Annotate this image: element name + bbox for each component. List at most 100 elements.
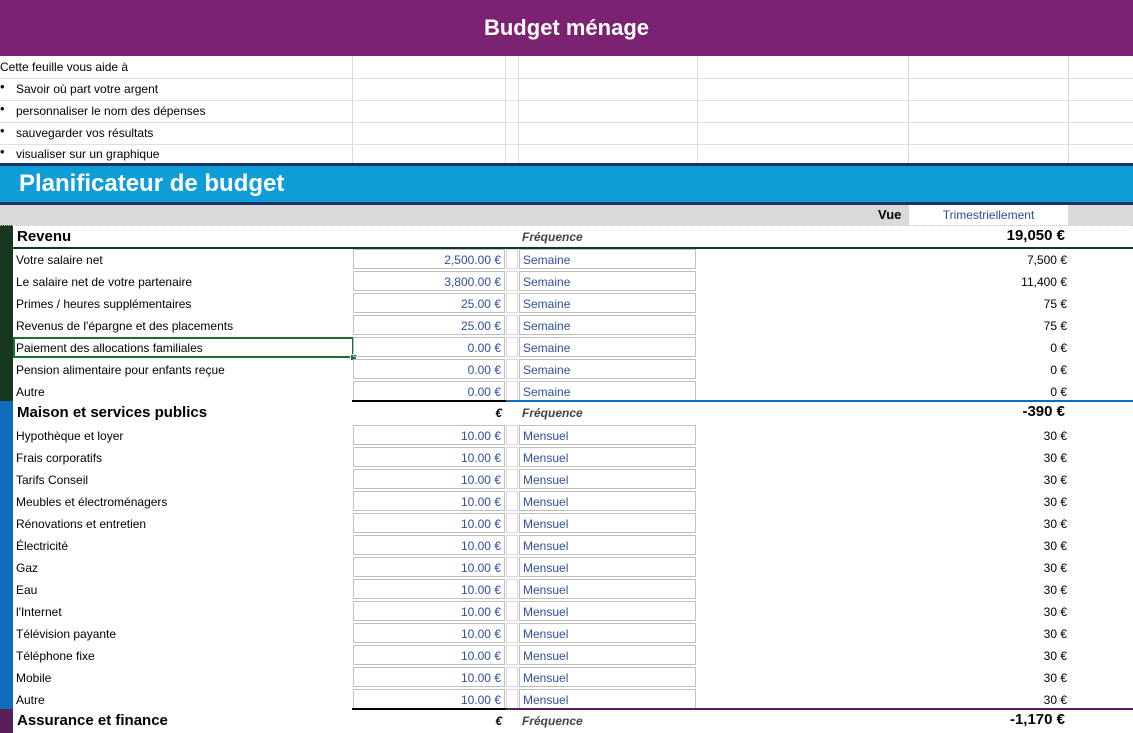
- row-label[interactable]: Télévision payante: [16, 627, 117, 641]
- spacer-cell: [506, 469, 518, 489]
- amount-input[interactable]: 2,500.00 €: [353, 249, 505, 269]
- spacer-cell: [506, 623, 518, 643]
- amount-input[interactable]: 10.00 €: [353, 645, 505, 665]
- bullet-glyph: •: [0, 123, 5, 138]
- row-result: 0 €: [1050, 363, 1067, 377]
- row-label[interactable]: Autre: [16, 693, 45, 707]
- row-label[interactable]: Meubles et électroménagers: [16, 495, 168, 509]
- view-period-select[interactable]: Trimestriellement: [909, 205, 1068, 225]
- section-header-revenu: Revenu Fréquence 19,050 €: [0, 225, 1133, 248]
- row-label[interactable]: Électricité: [16, 539, 69, 553]
- row-label[interactable]: Téléphone fixe: [16, 649, 95, 663]
- row-label[interactable]: Eau: [16, 583, 38, 597]
- frequency-select[interactable]: Mensuel: [519, 557, 696, 577]
- spacer-cell: [506, 601, 518, 621]
- frequency-select[interactable]: Semaine: [519, 337, 696, 357]
- spacer-cell: [506, 535, 518, 555]
- intro-bullet-row[interactable]: • visualiser sur un graphique: [0, 143, 1133, 163]
- row-label[interactable]: Primes / heures supplémentaires: [16, 297, 192, 311]
- amount-input[interactable]: 10.00 €: [353, 425, 505, 445]
- income-row: Paiement des allocations familiales 0.00…: [0, 337, 1133, 361]
- spacer-cell: [506, 293, 518, 313]
- house-stripe: [0, 401, 13, 709]
- section-divider: [0, 163, 1133, 166]
- frequency-select[interactable]: Mensuel: [519, 447, 696, 467]
- expense-row: Gaz 10.00 € Mensuel 30 €: [0, 557, 1133, 579]
- frequency-select[interactable]: Semaine: [519, 249, 696, 269]
- frequency-select[interactable]: Mensuel: [519, 623, 696, 643]
- row-label[interactable]: l'Internet: [16, 605, 62, 619]
- amount-input[interactable]: 10.00 €: [353, 557, 505, 577]
- intro-bullet-row[interactable]: • sauvegarder vos résultats: [0, 122, 1133, 145]
- intro-heading-row[interactable]: Cette feuille vous aide à: [0, 56, 1133, 79]
- row-label[interactable]: Mobile: [16, 671, 52, 685]
- row-label[interactable]: Le salaire net de votre partenaire: [16, 275, 193, 289]
- bullet-glyph: •: [0, 101, 5, 116]
- frequency-select[interactable]: Semaine: [519, 271, 696, 291]
- gridline: [697, 56, 698, 164]
- frequency-select[interactable]: Semaine: [519, 315, 696, 335]
- insurance-stripe: [0, 709, 13, 733]
- expense-row: Frais corporatifs 10.00 € Mensuel 30 €: [0, 447, 1133, 469]
- section-total: -1,170 €: [1009, 711, 1065, 728]
- spacer-cell: [506, 513, 518, 533]
- row-label[interactable]: Revenus de l'épargne et des placements: [16, 319, 234, 333]
- row-result: 30 €: [1043, 561, 1067, 575]
- frequency-select[interactable]: Semaine: [519, 359, 696, 379]
- amount-input[interactable]: 10.00 €: [353, 601, 505, 621]
- frequency-select[interactable]: Mensuel: [519, 491, 696, 511]
- intro-bullet-row[interactable]: • personnaliser le nom des dépenses: [0, 100, 1133, 123]
- expense-row: Meubles et électroménagers 10.00 € Mensu…: [0, 491, 1133, 513]
- frequency-select[interactable]: Mensuel: [519, 689, 696, 709]
- amount-input[interactable]: 25.00 €: [353, 315, 505, 335]
- frequency-select[interactable]: Semaine: [519, 381, 696, 401]
- spacer-cell: [506, 667, 518, 687]
- frequency-select[interactable]: Mensuel: [519, 513, 696, 533]
- intro-heading: Cette feuille vous aide à: [0, 60, 129, 74]
- amount-input[interactable]: 10.00 €: [353, 623, 505, 643]
- amount-input[interactable]: 10.00 €: [353, 469, 505, 489]
- amount-input[interactable]: 10.00 €: [353, 513, 505, 533]
- frequency-select[interactable]: Mensuel: [519, 645, 696, 665]
- row-label[interactable]: Frais corporatifs: [16, 451, 103, 465]
- amount-input[interactable]: 10.00 €: [353, 491, 505, 511]
- section-title: Maison et services publics: [17, 404, 208, 421]
- amount-input[interactable]: 10.00 €: [353, 689, 505, 709]
- row-label[interactable]: Rénovations et entretien: [16, 517, 147, 531]
- amount-input[interactable]: 10.00 €: [353, 667, 505, 687]
- frequency-select[interactable]: Mensuel: [519, 535, 696, 555]
- section-topline-amount: [352, 708, 506, 710]
- row-label[interactable]: Autre: [16, 385, 45, 399]
- frequency-select[interactable]: Semaine: [519, 293, 696, 313]
- row-label[interactable]: Hypothèque et loyer: [16, 429, 124, 443]
- amount-input[interactable]: 10.00 €: [353, 535, 505, 555]
- frequency-select[interactable]: Mensuel: [519, 469, 696, 489]
- frequency-select[interactable]: Mensuel: [519, 601, 696, 621]
- row-result: 30 €: [1043, 693, 1067, 707]
- amount-input[interactable]: 10.00 €: [353, 447, 505, 467]
- row-result: 30 €: [1043, 517, 1067, 531]
- income-row: Primes / heures supplémentaires 25.00 € …: [0, 293, 1133, 315]
- amount-input[interactable]: 10.00 €: [353, 579, 505, 599]
- bullet-glyph: •: [0, 144, 5, 159]
- frequency-select[interactable]: Mensuel: [519, 667, 696, 687]
- row-result: 30 €: [1043, 429, 1067, 443]
- spacer-cell: [506, 579, 518, 599]
- row-label[interactable]: Gaz: [16, 561, 39, 575]
- amount-input[interactable]: 3,800.00 €: [353, 271, 505, 291]
- row-label[interactable]: Tarifs Conseil: [16, 473, 89, 487]
- amount-input[interactable]: 0.00 €: [353, 337, 505, 357]
- section-underline: [0, 247, 1133, 249]
- row-result: 11,400 €: [1021, 275, 1067, 289]
- row-result: 30 €: [1043, 451, 1067, 465]
- amount-input[interactable]: 25.00 €: [353, 293, 505, 313]
- frequency-select[interactable]: Mensuel: [519, 579, 696, 599]
- intro-bullet-row[interactable]: • Savoir où part votre argent: [0, 78, 1133, 101]
- frequency-select[interactable]: Mensuel: [519, 425, 696, 445]
- row-label[interactable]: Votre salaire net: [16, 253, 103, 267]
- row-result: 0 €: [1050, 385, 1067, 399]
- row-label[interactable]: Paiement des allocations familiales: [16, 341, 203, 355]
- amount-input[interactable]: 0.00 €: [353, 381, 505, 401]
- row-label[interactable]: Pension alimentaire pour enfants reçue: [16, 363, 225, 377]
- amount-input[interactable]: 0.00 €: [353, 359, 505, 379]
